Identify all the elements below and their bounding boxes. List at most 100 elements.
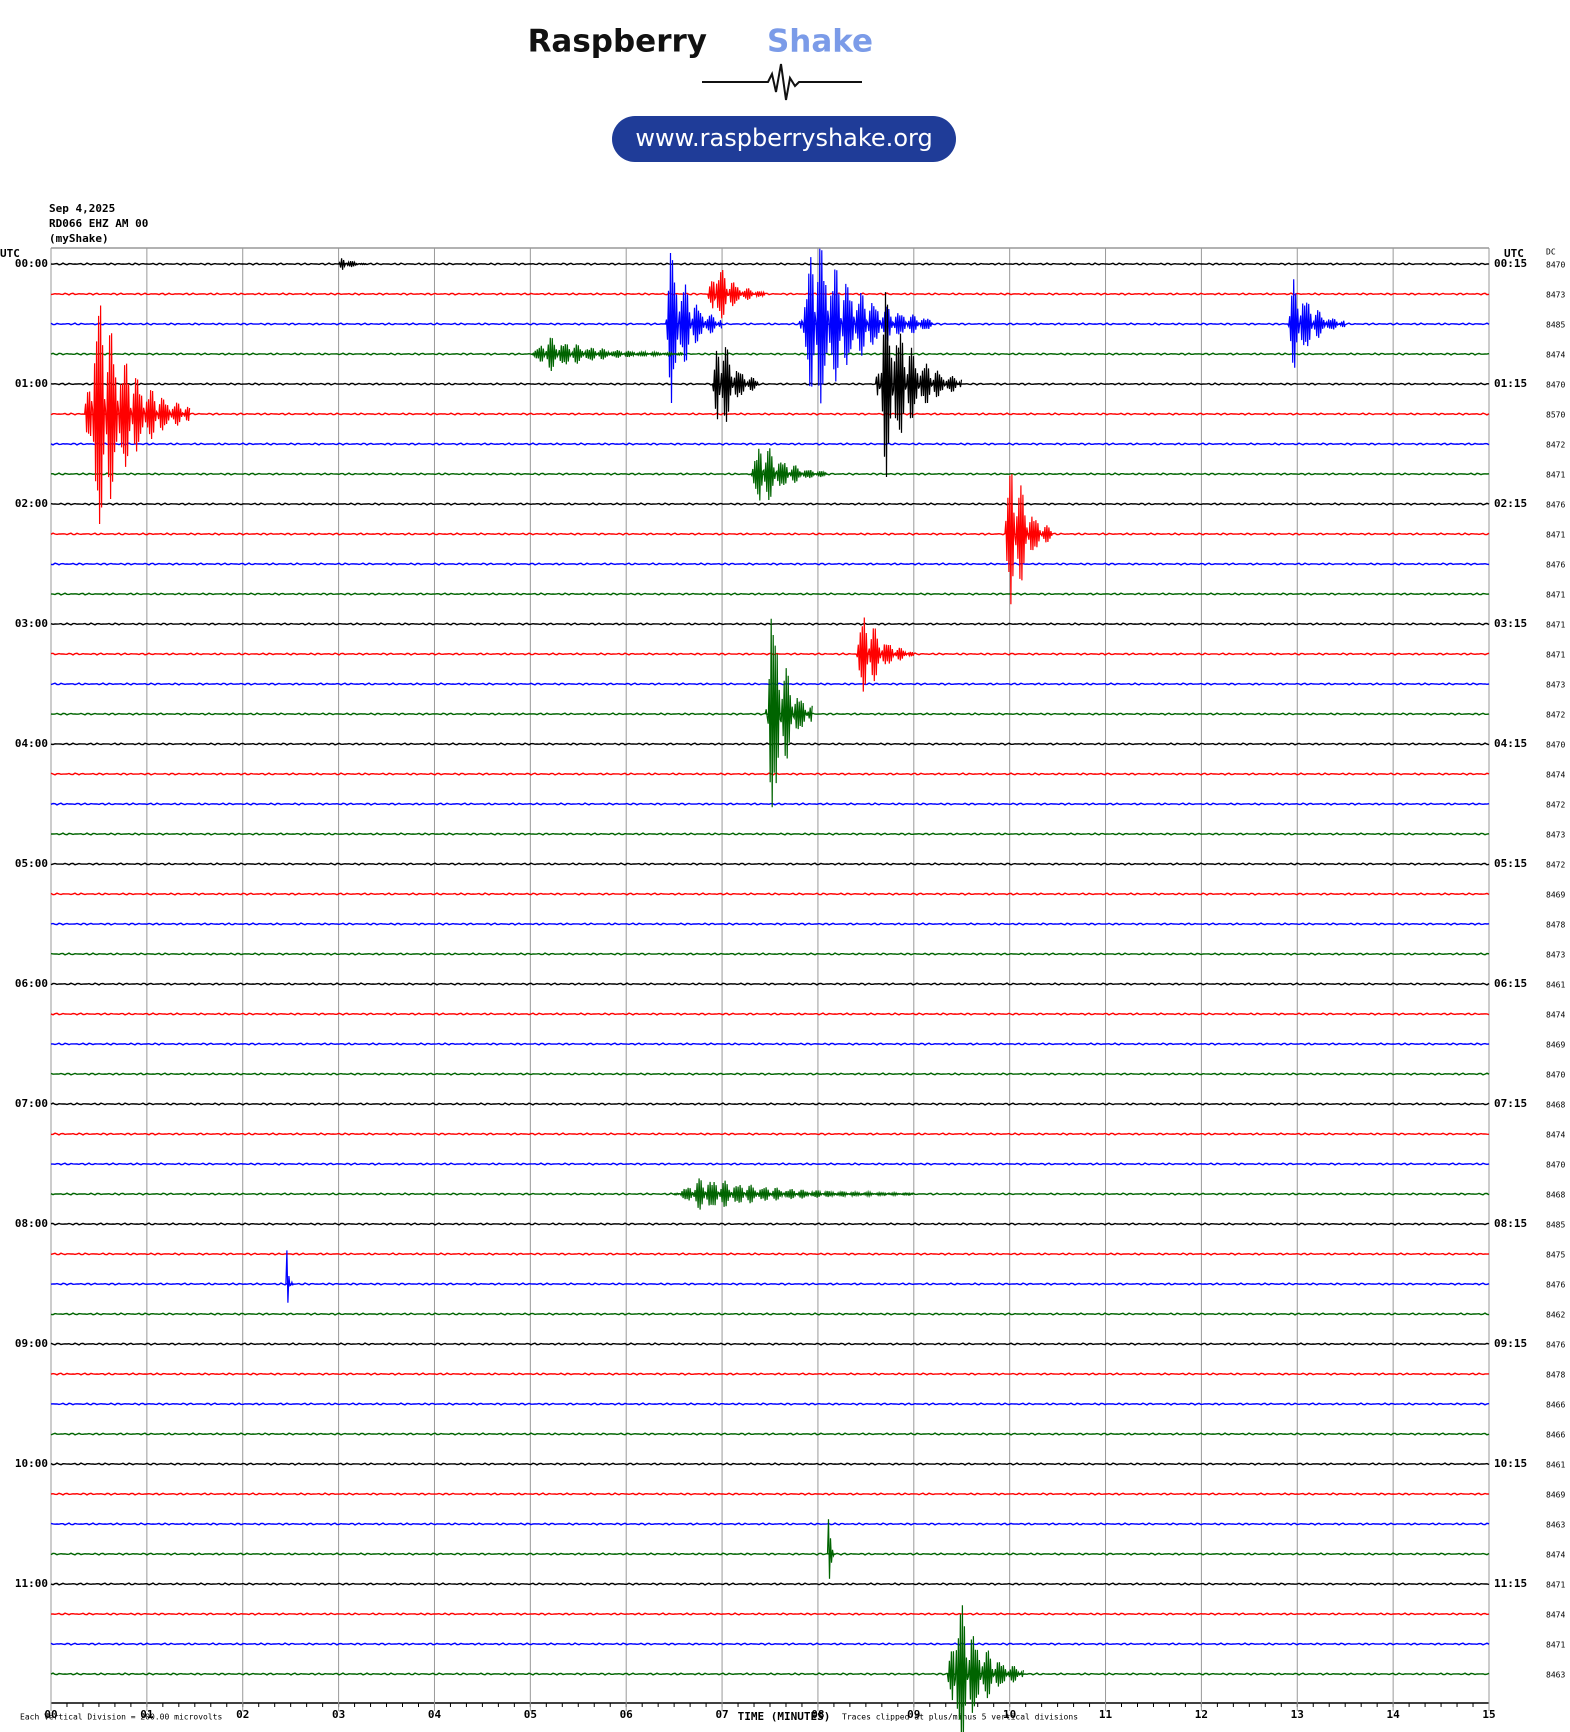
seismic-event: [764, 618, 813, 808]
trace: [50, 1342, 1490, 1346]
x-tick-label: 07: [715, 1708, 728, 1721]
date: Sep 4,2025: [49, 202, 115, 215]
url[interactable]: www.raspberryshake.org: [635, 124, 932, 152]
source: (myShake): [49, 232, 109, 245]
trace: [50, 262, 1490, 266]
x-tick-label: 05: [524, 1708, 537, 1721]
dc-value: 8466: [1546, 1401, 1565, 1410]
trace: [50, 322, 1490, 326]
dc-value: 8471: [1546, 1581, 1565, 1590]
row-label-left: 11:00: [15, 1577, 48, 1590]
dc-value: 8485: [1546, 1221, 1565, 1230]
trace: [50, 1432, 1490, 1436]
row-label-right: 10:15: [1494, 1457, 1527, 1470]
x-tick-label: 08: [811, 1708, 824, 1721]
seismic-event: [1287, 279, 1346, 368]
x-tick-label: 11: [1099, 1708, 1113, 1721]
trace: [50, 1582, 1490, 1586]
dc-value: 8470: [1546, 261, 1565, 270]
dc-value: 8474: [1546, 1011, 1565, 1020]
dc-value: 8463: [1546, 1671, 1565, 1680]
trace: [50, 1402, 1490, 1406]
dc-value: 8478: [1546, 921, 1565, 930]
row-label-right: 09:15: [1494, 1337, 1527, 1350]
row-label-left: 07:00: [15, 1097, 48, 1110]
seismic-event: [750, 448, 828, 501]
row-label-right: 01:15: [1494, 377, 1527, 390]
left-axis-title: UTC: [0, 247, 20, 260]
trace: [50, 1612, 1490, 1616]
trace: [50, 1642, 1490, 1646]
dc-value: 8472: [1546, 711, 1565, 720]
trace: [50, 292, 1490, 296]
row-label-right: 04:15: [1494, 737, 1527, 750]
trace: [50, 892, 1490, 896]
seismic-event: [338, 258, 367, 270]
seismic-event: [707, 269, 766, 319]
trace: [50, 1372, 1489, 1376]
trace: [50, 1462, 1490, 1466]
dc-value: 8468: [1546, 1191, 1565, 1200]
dc-value: 8473: [1546, 951, 1565, 960]
row-label-right: 06:15: [1494, 977, 1527, 990]
dc-value: 8473: [1546, 291, 1565, 300]
seismic-event: [84, 305, 191, 525]
x-axis-title: TIME (MINUTES): [738, 1710, 831, 1723]
dc-value: 8461: [1546, 981, 1565, 990]
dc-value: 8471: [1546, 621, 1565, 630]
dc-value: 8471: [1546, 471, 1565, 480]
dc-value: 8472: [1546, 801, 1565, 810]
dc-value: 8470: [1546, 741, 1565, 750]
dc-value: 8463: [1546, 1521, 1565, 1530]
row-label-left: 09:00: [15, 1337, 48, 1350]
dc-value: 8485: [1546, 321, 1565, 330]
row-label-left: 03:00: [15, 617, 48, 630]
x-tick-label: 09: [907, 1708, 920, 1721]
row-label-right: 08:15: [1494, 1217, 1527, 1230]
dc-value: 8478: [1546, 1371, 1565, 1380]
row-label-left: 10:00: [15, 1457, 48, 1470]
x-tick-label: 01: [140, 1708, 154, 1721]
brand-1: Raspberry: [528, 24, 707, 60]
dc-value: 8476: [1546, 1341, 1565, 1350]
trace: [50, 1672, 1490, 1676]
dc-title: DC: [1546, 248, 1556, 257]
dc-value: 8471: [1546, 591, 1565, 600]
dc-value: 8468: [1546, 1101, 1565, 1110]
seismic-event: [285, 1250, 294, 1303]
trace: [50, 562, 1490, 566]
scale-note: Each Vertical Division = 200.00 microvol…: [20, 1713, 222, 1722]
trace: [50, 1072, 1490, 1076]
row-label-right: 03:15: [1494, 617, 1527, 630]
dc-value: 8473: [1546, 831, 1565, 840]
clip-note: Traces clipped at plus/minus 5 vertical …: [842, 1713, 1078, 1722]
seismic-event: [530, 337, 684, 372]
seismic-event: [874, 292, 963, 478]
dc-value: 8461: [1546, 1461, 1565, 1470]
x-tick-label: 14: [1387, 1708, 1401, 1721]
dc-value: 8469: [1546, 1041, 1565, 1050]
dc-value: 8475: [1546, 1251, 1565, 1260]
seismic-event: [664, 252, 723, 404]
trace: [50, 1312, 1490, 1316]
logo-wave: [702, 63, 862, 101]
trace: [50, 442, 1490, 446]
row-label-left: 00:00: [15, 257, 48, 270]
dc-value: 8470: [1546, 1161, 1565, 1170]
trace: [50, 1012, 1490, 1016]
url-pill[interactable]: [612, 116, 956, 162]
trace: [50, 1522, 1490, 1526]
seismic-event: [711, 347, 760, 422]
row-label-left: 01:00: [15, 377, 48, 390]
dc-value: 8462: [1546, 1311, 1565, 1320]
trace: [50, 982, 1490, 986]
x-tick-label: 15: [1482, 1708, 1495, 1721]
dc-value: 8476: [1546, 1281, 1565, 1290]
dc-value: 8476: [1546, 501, 1565, 510]
dc-value: 8474: [1546, 351, 1565, 360]
seismic-event: [673, 1178, 914, 1210]
trace: [50, 922, 1490, 926]
row-label-left: 08:00: [15, 1217, 48, 1230]
